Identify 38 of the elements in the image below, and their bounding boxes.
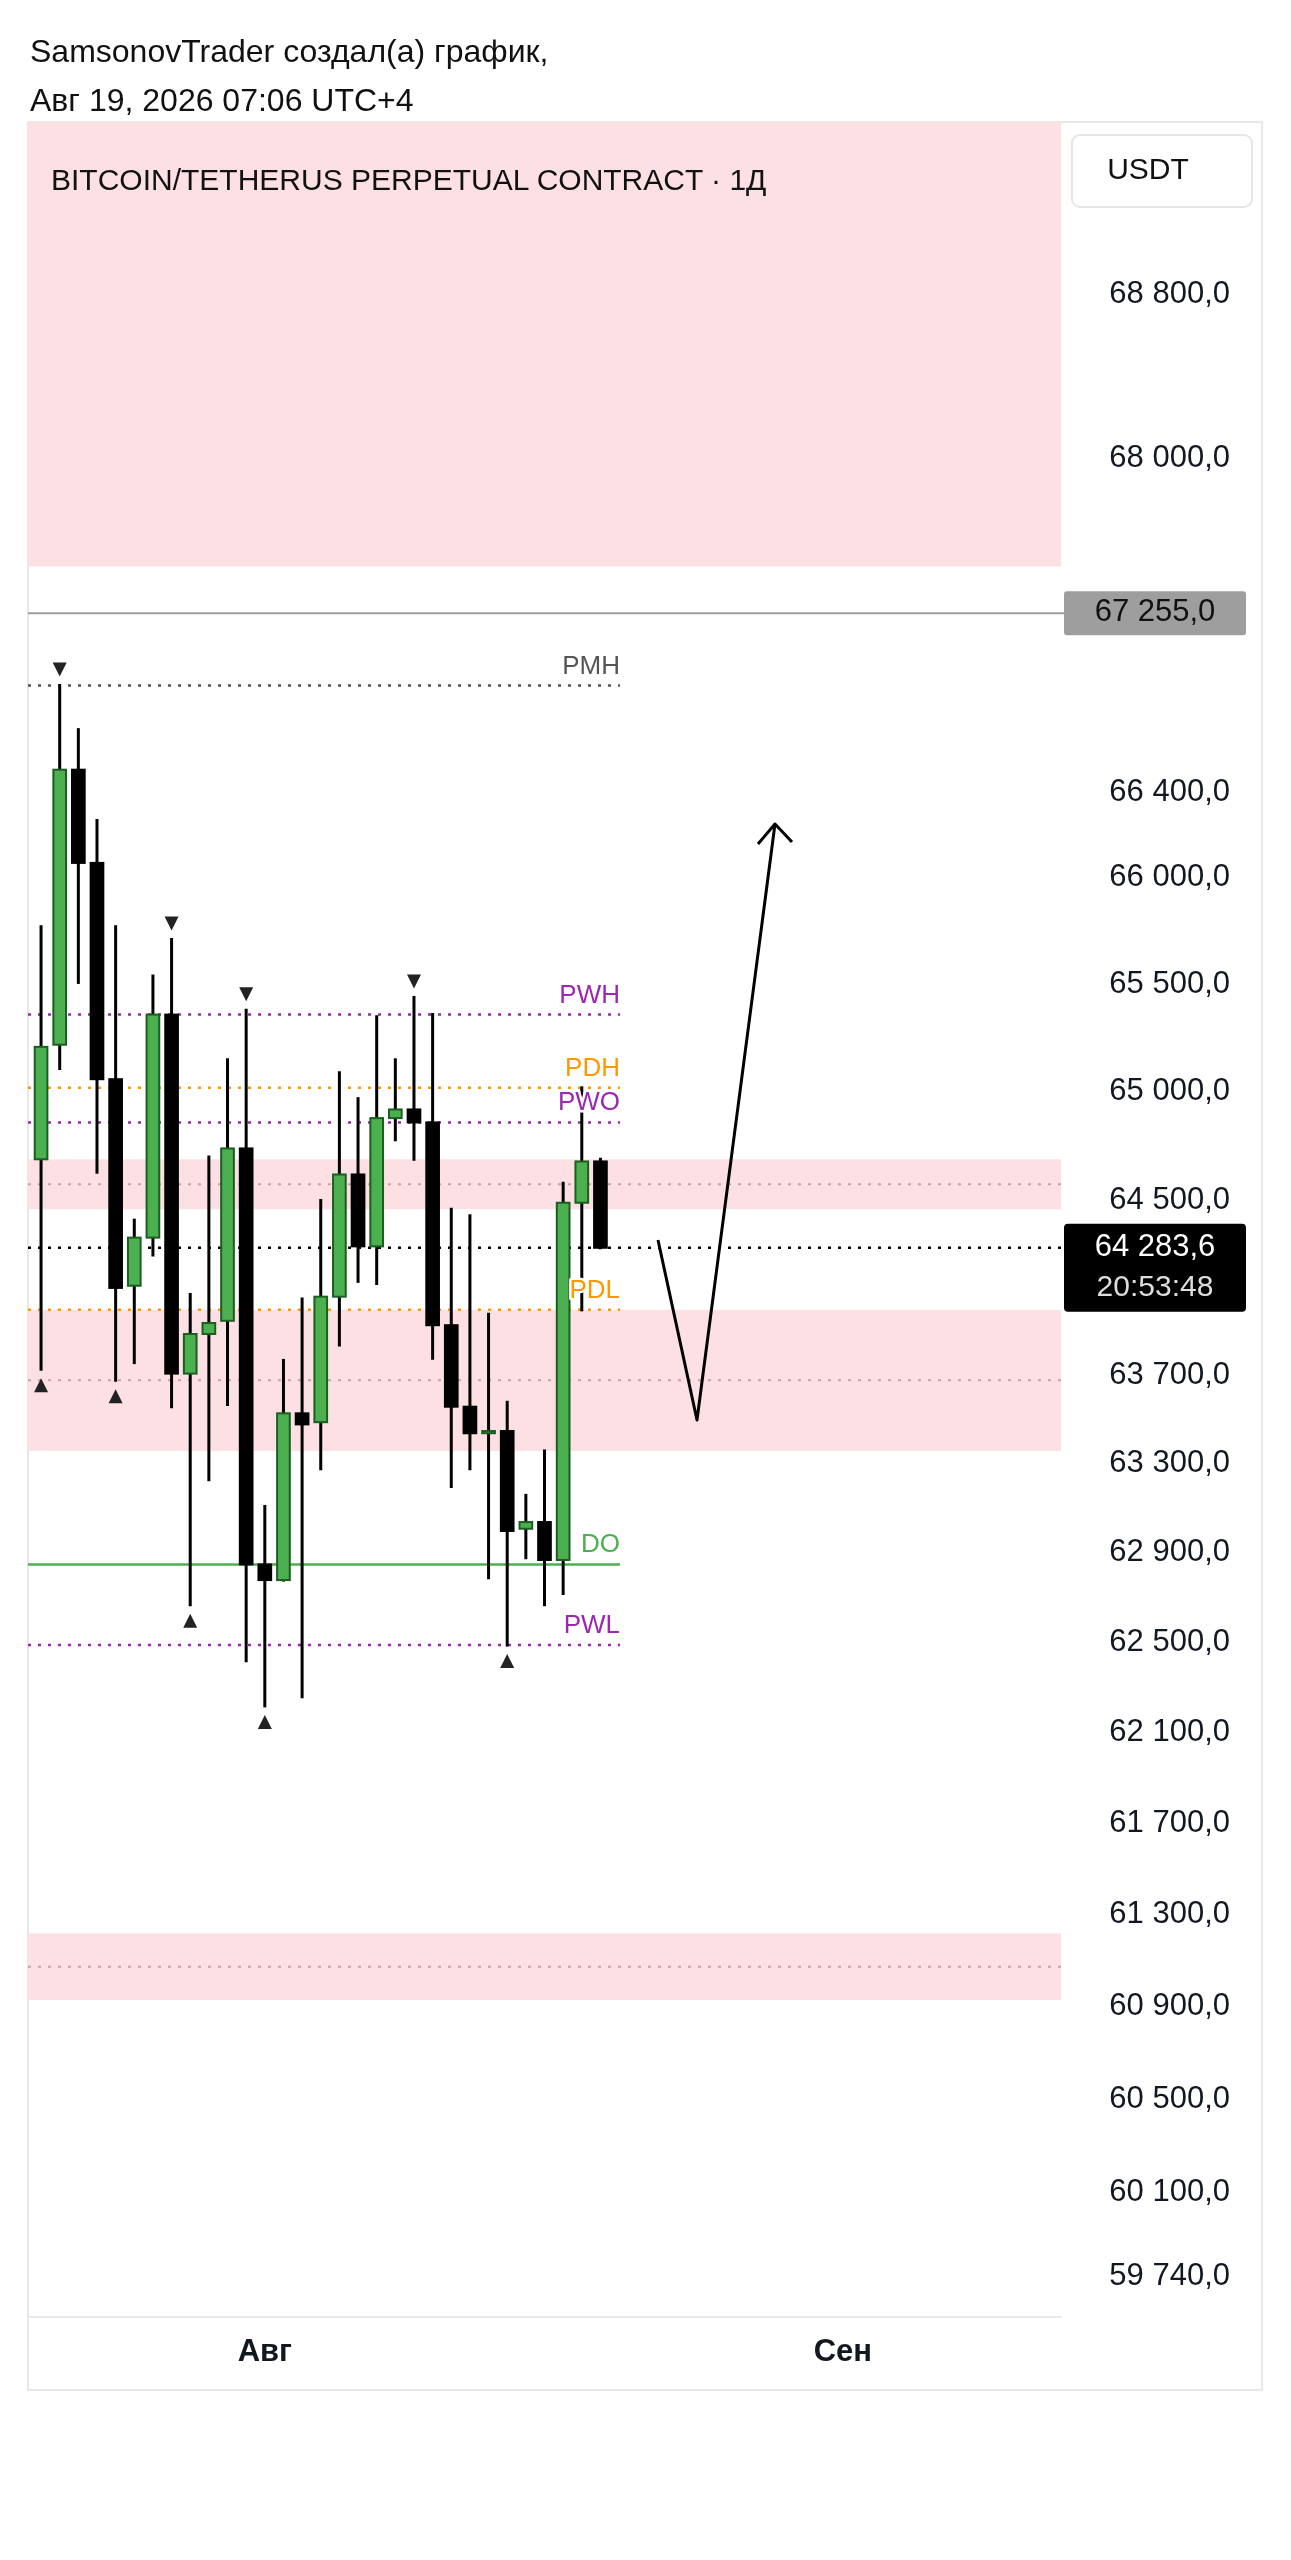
y-tick-label: 65 000,0	[1109, 1072, 1230, 1108]
text: Авг 19, 2026 07:06 UTC+4	[30, 82, 414, 118]
y-tick-label: 68 000,0	[1109, 438, 1230, 474]
y-tick-label: 62 500,0	[1109, 1623, 1230, 1659]
text: 20:53:48	[1096, 1268, 1214, 1302]
candlestick	[406, 995, 422, 1161]
ref-line-label: DO	[581, 1528, 620, 1559]
candlestick	[518, 1493, 534, 1560]
y-tick-label: 68 800,0	[1109, 274, 1230, 310]
y-tick-label: 60 900,0	[1109, 1987, 1230, 2023]
y-tick-label: 66 400,0	[1109, 773, 1230, 809]
ref-line-label: PMH	[562, 649, 620, 680]
candlestick	[294, 1297, 310, 1699]
candlestick	[387, 1058, 403, 1142]
y-tick-label: 62 100,0	[1109, 1713, 1230, 1749]
y-tick-label: 60 100,0	[1109, 2172, 1230, 2208]
x-tick-label: Сен	[813, 2333, 873, 2369]
y-tick-label: 61 700,0	[1109, 1803, 1230, 1839]
y-tick-label: 59 740,0	[1109, 2257, 1230, 2293]
x-tick-label: Авг	[237, 2333, 293, 2369]
y-tick-label: 60 500,0	[1109, 2079, 1230, 2115]
text: BITCOIN/TETHERUS PERPETUAL CONTRACT · 1Д	[51, 163, 767, 196]
y-tick-label: 65 500,0	[1109, 964, 1230, 1000]
y-tick-label: 61 300,0	[1109, 1895, 1230, 1931]
y-tick-label: 63 300,0	[1109, 1444, 1230, 1480]
y-tick-label: 64 500,0	[1109, 1180, 1230, 1216]
y-tick-label: 63 700,0	[1109, 1356, 1230, 1391]
ref-line-label: PDH	[565, 1051, 620, 1082]
text: SamsonovTrader создал(а) график,	[30, 33, 549, 69]
ref-line-label: PWH	[559, 978, 620, 1009]
ref-line-label: 64 283,6	[1094, 1227, 1216, 1263]
ref-line-label: 67 255,0	[1094, 593, 1216, 629]
ref-line-label: PWL	[563, 1609, 620, 1640]
y-tick-label: 66 000,0	[1109, 857, 1230, 893]
y-tick-label: 62 900,0	[1109, 1533, 1230, 1569]
candlestick	[257, 1504, 273, 1708]
candlestick	[462, 1214, 478, 1471]
y-axis-title: USDT	[1107, 151, 1189, 185]
